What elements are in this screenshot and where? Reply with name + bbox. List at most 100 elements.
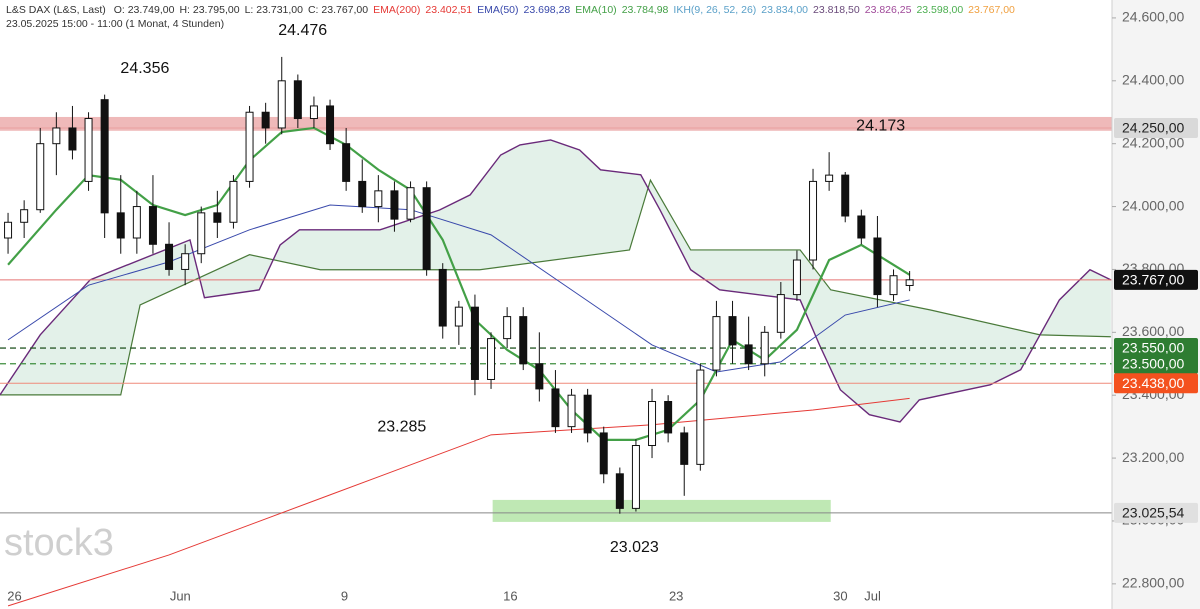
level-label: 24.250,00 xyxy=(1122,120,1184,136)
level-label-box xyxy=(1114,502,1198,523)
level-label: 23.767,00 xyxy=(1122,272,1184,288)
candle-body xyxy=(454,306,463,327)
senkou-b xyxy=(0,139,1112,423)
candle-body xyxy=(664,400,673,434)
candle-body xyxy=(422,187,431,270)
indicator-value: 23.784,98 xyxy=(621,4,669,16)
indicator-value: 23.767,00 xyxy=(968,4,1015,16)
candle-body xyxy=(148,206,157,245)
indicator-name: EMA(50) xyxy=(477,4,519,16)
candle-body xyxy=(873,237,882,296)
indicator-value: 23.834,00 xyxy=(761,4,809,16)
annotation: 23.285 xyxy=(377,419,426,436)
ohlc-value: L: 23.731,00 xyxy=(244,4,303,16)
x-tick-label: 26 xyxy=(7,588,21,603)
candle-body xyxy=(293,80,302,120)
candle-body xyxy=(406,187,415,220)
annotation: 24.476 xyxy=(278,22,327,39)
watermark: stock3 xyxy=(4,522,114,564)
candle-body xyxy=(261,111,270,129)
y-tick-label: 24.600,00 xyxy=(1122,9,1184,25)
candle-body xyxy=(342,143,351,182)
x-tick-label: Jul xyxy=(864,588,881,603)
candle-body xyxy=(165,243,174,270)
candle-body xyxy=(116,212,125,239)
zone xyxy=(0,116,1112,131)
y-tick-label: 23.600,00 xyxy=(1122,323,1184,339)
candle-body xyxy=(374,190,383,208)
annotation: 24.173 xyxy=(856,117,905,134)
ohlc-value: H: 23.795,00 xyxy=(179,4,240,16)
indicator-value: 23.826,25 xyxy=(864,4,912,16)
annotation: 24.356 xyxy=(120,60,169,77)
level-label-box xyxy=(1114,269,1198,290)
candle-body xyxy=(776,294,785,333)
candle-body xyxy=(277,80,286,129)
candle-body xyxy=(857,215,866,239)
candle-body xyxy=(390,190,399,220)
x-tick-label: Jun xyxy=(170,588,191,603)
candle-body xyxy=(36,143,45,211)
level-label: 23.500,00 xyxy=(1122,355,1184,371)
candle-body xyxy=(744,344,753,365)
candle-body xyxy=(132,206,141,239)
candle-body xyxy=(889,275,898,296)
candle-body xyxy=(519,316,528,365)
level-label-box xyxy=(1114,373,1198,394)
candle-body xyxy=(792,259,801,296)
candle-body xyxy=(841,174,850,217)
candle-body xyxy=(213,212,222,223)
candle-body xyxy=(696,369,705,465)
y-tick-label: 24.400,00 xyxy=(1122,72,1184,88)
candle-body xyxy=(551,388,560,428)
indicator-name: EMA(10) xyxy=(575,4,617,16)
level-label-box xyxy=(1114,117,1198,138)
candle-body xyxy=(100,99,109,214)
level-label: 23.550,00 xyxy=(1122,340,1184,356)
x-tick-label: 30 xyxy=(833,588,847,603)
candle-body xyxy=(358,180,367,208)
candle-body xyxy=(326,105,335,145)
ema-line xyxy=(7,397,910,607)
candle-body xyxy=(181,253,190,270)
indicator-name: EMA(200) xyxy=(373,4,421,16)
candle-body xyxy=(648,400,657,447)
candle-body xyxy=(680,432,689,465)
symbol: L&S DAX (L&S, Last) xyxy=(6,4,106,16)
header: L&S DAX (L&S, Last) O: 23.749,00 H: 23.79… xyxy=(6,3,1020,31)
period: 23.05.2025 15:00 - 11:00 (1 Monat, 4 Stu… xyxy=(6,18,225,30)
level-label-box xyxy=(1114,353,1198,374)
candle-body xyxy=(470,306,479,380)
ohlc-value: O: 23.749,00 xyxy=(113,4,175,16)
candle-body xyxy=(712,316,721,371)
indicator-value: 23.402,51 xyxy=(425,4,473,16)
candle-body xyxy=(487,338,496,380)
level-label: 23.025,54 xyxy=(1122,505,1184,521)
x-tick-label: 16 xyxy=(503,588,517,603)
candle-body xyxy=(20,209,29,223)
y-tick-label: 23.200,00 xyxy=(1122,449,1184,465)
level-label-box xyxy=(1114,338,1198,359)
annotation: 23.023 xyxy=(610,539,659,556)
candle-body xyxy=(905,279,914,286)
candle-body xyxy=(583,394,592,434)
candle-body xyxy=(535,363,544,390)
indicator-value: 23.818,50 xyxy=(813,4,860,16)
candle-body xyxy=(615,473,624,509)
level-label: 23.438,00 xyxy=(1122,375,1184,391)
candle-body xyxy=(631,445,640,509)
y-tick-label: 22.800,00 xyxy=(1122,575,1184,591)
indicator-value: 23.698,28 xyxy=(523,4,571,16)
zone xyxy=(492,499,831,522)
candle-body xyxy=(728,316,737,346)
candle-body xyxy=(809,180,818,261)
candle-body xyxy=(438,268,447,327)
y-tick-label: 24.000,00 xyxy=(1122,197,1184,213)
y-tick-label: 24.200,00 xyxy=(1122,134,1184,150)
candle-body xyxy=(309,105,318,120)
candle-body xyxy=(760,331,769,365)
header-row: 23.05.2025 15:00 - 11:00 (1 Monat, 4 Stu… xyxy=(6,17,1020,31)
candle-body xyxy=(503,316,512,340)
